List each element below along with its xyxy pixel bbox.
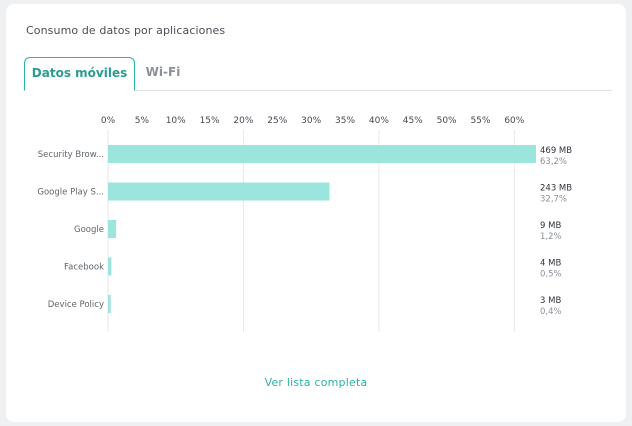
percent-label: 0,4% — [540, 307, 562, 317]
x-tick-label: 25% — [267, 116, 287, 126]
x-tick-label: 55% — [470, 116, 490, 126]
value-label: 3 MB — [540, 296, 561, 306]
data-bar — [108, 257, 112, 276]
percent-label: 0,5% — [540, 270, 562, 280]
card-title: Consumo de datos por aplicaciones — [26, 24, 226, 37]
view-full-list-link[interactable]: Ver lista completa — [264, 376, 368, 389]
x-tick-label: 20% — [233, 116, 253, 126]
x-tick-label: 35% — [335, 116, 355, 126]
data-bar — [108, 295, 111, 313]
data-bar — [108, 145, 536, 163]
value-label: 243 MB — [540, 184, 572, 194]
category-label: Facebook — [64, 263, 104, 273]
network-tabs: Datos móviles Wi-Fi — [24, 57, 612, 91]
x-tick-label: 50% — [437, 116, 457, 126]
tab-wifi[interactable]: Wi-Fi — [145, 65, 181, 79]
category-label: Google — [74, 225, 104, 235]
value-label: 9 MB — [540, 221, 561, 231]
percent-label: 63,2% — [540, 157, 567, 167]
category-label: Google Play S... — [37, 188, 104, 198]
data-usage-card: Consumo de datos por aplicaciones Datos … — [6, 4, 626, 422]
category-label: Device Policy — [48, 300, 104, 310]
x-tick-label: 0% — [101, 116, 116, 126]
data-bar — [108, 182, 330, 201]
x-tick-label: 45% — [403, 116, 423, 126]
x-tick-label: 30% — [301, 116, 321, 126]
value-label: 469 MB — [540, 146, 572, 156]
category-label: Security Brow... — [38, 150, 104, 160]
value-label: 4 MB — [540, 259, 561, 269]
percent-label: 32,7% — [540, 195, 567, 205]
x-tick-label: 40% — [369, 116, 389, 126]
x-tick-label: 15% — [200, 116, 220, 126]
data-bar — [108, 220, 117, 238]
usage-bar-chart: 0% 5% 10% 15% 20% 25% 30% 35% 40% 45% 50% 55% 60% Sec… — [37, 116, 572, 332]
x-tick-label: 10% — [166, 116, 186, 126]
percent-label: 1,2% — [540, 232, 562, 242]
tab-mobile-data[interactable]: Datos móviles — [24, 57, 135, 91]
x-tick-label: 5% — [135, 116, 150, 126]
x-tick-label: 60% — [504, 116, 524, 126]
